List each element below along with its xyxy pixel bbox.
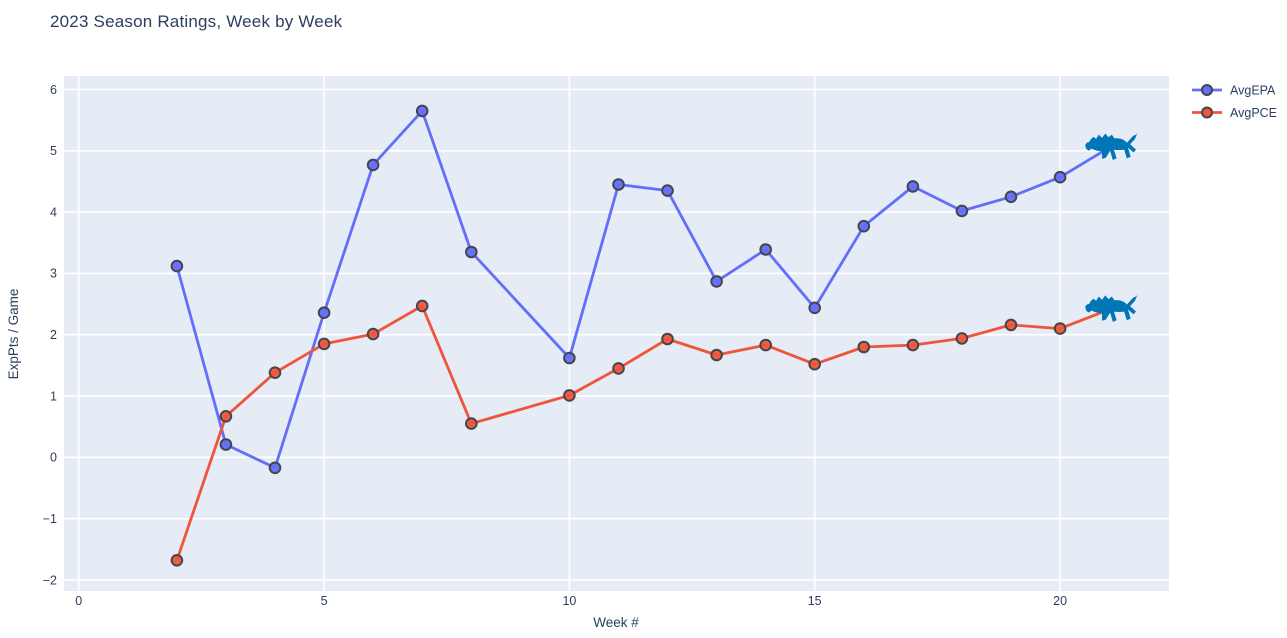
x-tick-label: 15 bbox=[808, 594, 822, 608]
series-marker-avgpce[interactable] bbox=[465, 417, 478, 430]
series-marker-avgpce[interactable] bbox=[366, 327, 380, 341]
series-marker-avgepa[interactable] bbox=[661, 184, 674, 197]
legend-item-avgpce[interactable]: AvgPCE bbox=[1192, 106, 1277, 120]
y-tick-label: 4 bbox=[50, 205, 57, 219]
series-marker-avgepa[interactable] bbox=[415, 104, 429, 118]
series-marker-avgpce[interactable] bbox=[268, 366, 282, 380]
series-marker-avgepa[interactable] bbox=[170, 259, 184, 273]
series-marker-avgepa[interactable] bbox=[710, 275, 723, 288]
chart-title: 2023 Season Ratings, Week by Week bbox=[50, 12, 343, 31]
x-tick-label: 20 bbox=[1053, 594, 1067, 608]
y-tick-label: 0 bbox=[50, 451, 57, 465]
series-marker-avgepa[interactable] bbox=[465, 245, 478, 259]
series-marker-avgpce[interactable] bbox=[415, 299, 429, 313]
series-marker-avgpce[interactable] bbox=[906, 338, 920, 352]
series-marker-avgpce[interactable] bbox=[759, 338, 773, 352]
legend-item-label: AvgEPA bbox=[1230, 83, 1276, 97]
y-tick-label: 6 bbox=[50, 83, 57, 97]
y-tick-label: 2 bbox=[50, 328, 57, 342]
x-tick-label: 5 bbox=[321, 594, 328, 608]
y-tick-label: −2 bbox=[43, 573, 57, 587]
series-marker-avgpce[interactable] bbox=[1053, 322, 1067, 335]
series-marker-avgpce[interactable] bbox=[612, 362, 625, 375]
y-tick-label: −1 bbox=[43, 512, 57, 526]
series-marker-avgpce[interactable] bbox=[317, 337, 331, 351]
y-tick-label: 3 bbox=[50, 267, 57, 281]
series-marker-avgpce[interactable] bbox=[1004, 318, 1018, 332]
series-marker-avgepa[interactable] bbox=[612, 178, 625, 191]
legend: AvgEPA AvgPCE bbox=[1192, 83, 1277, 120]
series-marker-avgpce[interactable] bbox=[710, 348, 723, 362]
series-marker-avgepa[interactable] bbox=[366, 158, 380, 172]
x-tick-label: 10 bbox=[562, 594, 576, 608]
series-marker-avgepa[interactable] bbox=[808, 301, 822, 315]
y-axis-title: ExpPts / Game bbox=[6, 289, 21, 380]
series-marker-avgpce[interactable] bbox=[170, 554, 184, 567]
series-marker-avgepa[interactable] bbox=[268, 461, 282, 475]
y-tick-label: 1 bbox=[50, 389, 57, 403]
lions-logo-icon[interactable] bbox=[1085, 132, 1138, 160]
series-marker-avgpce[interactable] bbox=[661, 332, 674, 346]
series-marker-avgpce[interactable] bbox=[808, 357, 822, 371]
series-marker-avgepa[interactable] bbox=[906, 180, 920, 193]
series-marker-avgepa[interactable] bbox=[1004, 190, 1018, 204]
x-tick-label: 0 bbox=[75, 594, 82, 608]
y-tick-label: 5 bbox=[50, 144, 57, 158]
legend-item-avgepa[interactable]: AvgEPA bbox=[1192, 83, 1276, 97]
plot-area[interactable] bbox=[64, 76, 1169, 591]
series-marker-avgepa[interactable] bbox=[317, 306, 331, 320]
series-marker-avgepa[interactable] bbox=[219, 438, 233, 451]
series-marker-avgepa[interactable] bbox=[857, 219, 871, 233]
legend-marker-icon bbox=[1201, 106, 1213, 119]
series-marker-avgepa[interactable] bbox=[759, 243, 773, 256]
series-marker-avgpce[interactable] bbox=[955, 332, 969, 345]
series-marker-avgepa[interactable] bbox=[955, 204, 969, 218]
series-marker-avgpce[interactable] bbox=[857, 340, 871, 354]
x-axis-title: Week # bbox=[593, 615, 639, 630]
series-marker-avgepa[interactable] bbox=[1053, 170, 1067, 184]
series-marker-avgpce[interactable] bbox=[563, 389, 576, 402]
legend-marker-icon bbox=[1201, 84, 1213, 96]
series-marker-avgpce[interactable] bbox=[219, 410, 233, 423]
legend-item-label: AvgPCE bbox=[1230, 106, 1277, 120]
series-marker-avgepa[interactable] bbox=[563, 351, 576, 365]
lions-logo-icon[interactable] bbox=[1085, 294, 1138, 322]
